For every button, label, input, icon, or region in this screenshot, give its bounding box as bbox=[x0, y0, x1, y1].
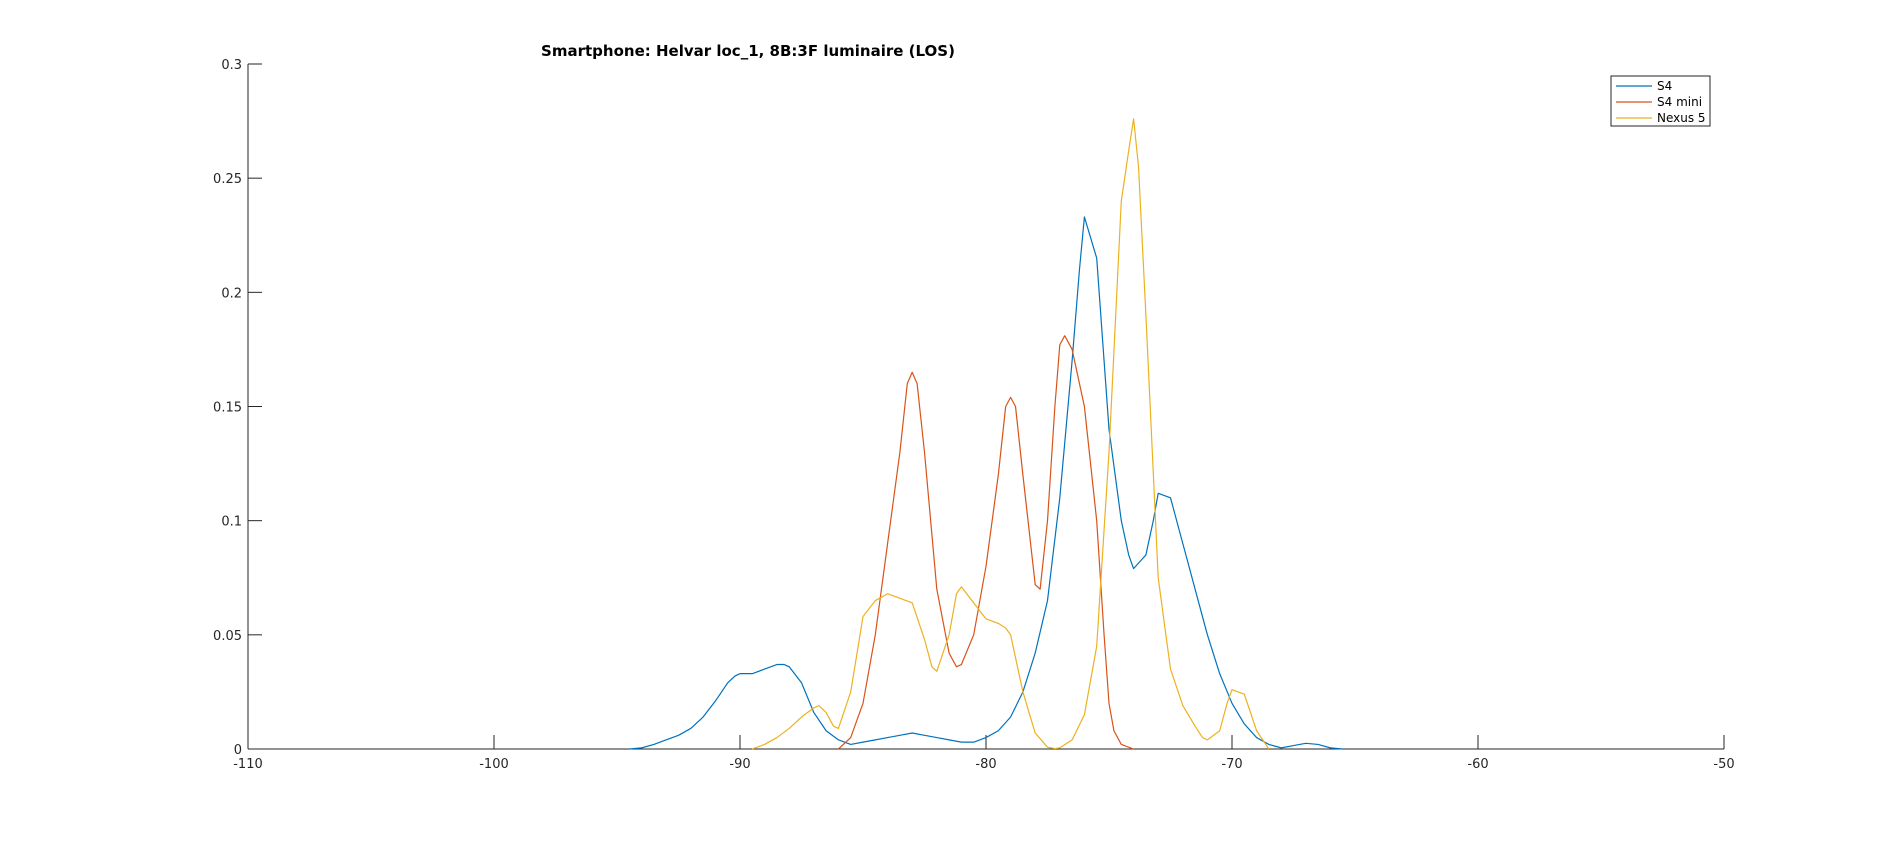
chart-title: Smartphone: Helvar loc_1, 8B:3F luminair… bbox=[541, 42, 955, 60]
legend: S4 S4 mini Nexus 5 bbox=[1610, 75, 1711, 127]
x-tick-label: -70 bbox=[1221, 757, 1242, 772]
y-tick-label: 0.2 bbox=[221, 286, 242, 301]
legend-label: Nexus 5 bbox=[1657, 111, 1706, 125]
plot-area: 0 0.05 0.1 0.15 0.2 0.25 0.3 -110 -100 -90 -80 -70… bbox=[213, 58, 1735, 772]
y-tick-label: 0.05 bbox=[213, 629, 242, 644]
y-tick-label: 0.15 bbox=[213, 401, 242, 416]
y-tick-label: 0.1 bbox=[221, 515, 242, 530]
legend-label: S4 bbox=[1657, 79, 1672, 93]
legend-label: S4 mini bbox=[1657, 95, 1702, 109]
x-tick-label: -60 bbox=[1467, 757, 1488, 772]
y-tick-label: 0.3 bbox=[221, 58, 242, 73]
x-tick-label: -100 bbox=[479, 757, 509, 772]
x-tick-label: -80 bbox=[975, 757, 996, 772]
x-tick-label: -110 bbox=[233, 757, 263, 772]
series-line-s4 bbox=[629, 216, 1343, 750]
x-ticks: -110 -100 -90 -80 -70 -60 -50 bbox=[233, 735, 1735, 772]
y-tick-label: 0 bbox=[234, 743, 242, 758]
series-line-nexus-5 bbox=[752, 118, 1270, 750]
y-ticks: 0 0.05 0.1 0.15 0.2 0.25 0.3 bbox=[213, 58, 262, 758]
x-tick-label: -50 bbox=[1713, 757, 1734, 772]
x-tick-label: -90 bbox=[729, 757, 750, 772]
series-line-s4-mini bbox=[837, 335, 1134, 750]
series-group bbox=[629, 118, 1343, 750]
y-tick-label: 0.25 bbox=[213, 172, 242, 187]
legend-items: S4 S4 mini Nexus 5 bbox=[1616, 79, 1706, 125]
